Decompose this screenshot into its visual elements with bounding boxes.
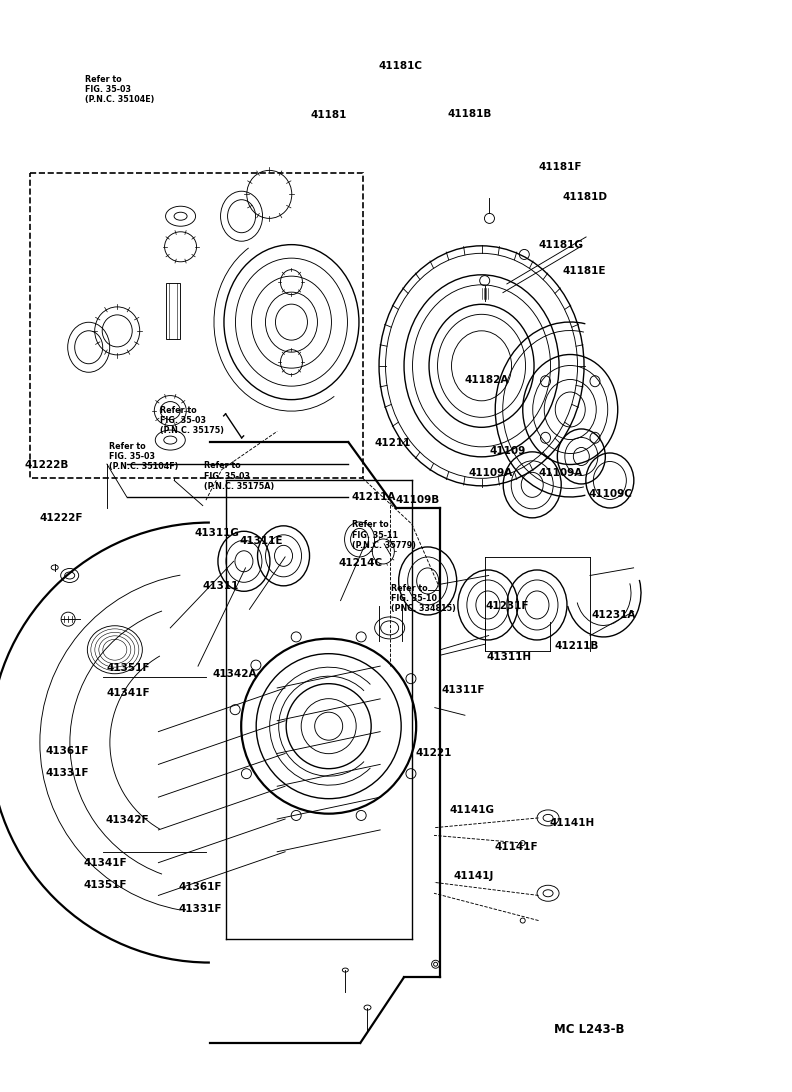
Text: 41214C: 41214C bbox=[338, 558, 383, 569]
Text: 41141F: 41141F bbox=[494, 842, 538, 853]
Text: Refer to
FIG. 35-10
(PNC. 334815): Refer to FIG. 35-10 (PNC. 334815) bbox=[391, 583, 456, 614]
Text: 41109C: 41109C bbox=[588, 488, 632, 499]
Text: 41341F: 41341F bbox=[106, 688, 150, 699]
Text: 41141J: 41141J bbox=[454, 870, 494, 881]
Text: 41181D: 41181D bbox=[562, 191, 607, 202]
Text: 41181B: 41181B bbox=[447, 108, 492, 119]
Text: 41181F: 41181F bbox=[539, 162, 582, 173]
Text: 41231F: 41231F bbox=[485, 601, 529, 612]
Text: 41181E: 41181E bbox=[562, 265, 606, 276]
Text: 41341F: 41341F bbox=[84, 857, 128, 868]
Text: Refer to
FIG. 35-03
(P.N.C. 35104E): Refer to FIG. 35-03 (P.N.C. 35104E) bbox=[85, 74, 154, 105]
Text: 41231A: 41231A bbox=[592, 609, 636, 620]
Text: 41109A: 41109A bbox=[539, 467, 583, 478]
Bar bbox=[30, 173, 363, 478]
Text: 41311F: 41311F bbox=[442, 685, 485, 696]
Text: Refer to
FIG. 35-11
(P.N.C. 35779): Refer to FIG. 35-11 (P.N.C. 35779) bbox=[352, 520, 417, 550]
Text: MC L243-B: MC L243-B bbox=[554, 1023, 625, 1036]
Text: 41109: 41109 bbox=[489, 446, 526, 456]
Text: 41342F: 41342F bbox=[105, 815, 149, 826]
Text: 41109A: 41109A bbox=[468, 467, 512, 478]
Text: Refer to
FIG. 35-03
(P.N.C. 35104F): Refer to FIG. 35-03 (P.N.C. 35104F) bbox=[109, 441, 179, 472]
Text: 41221: 41221 bbox=[415, 748, 451, 759]
Text: 41181C: 41181C bbox=[379, 60, 423, 71]
Text: 41222B: 41222B bbox=[25, 460, 69, 471]
Text: 41222F: 41222F bbox=[40, 512, 83, 523]
Text: 41342A: 41342A bbox=[212, 668, 257, 679]
Text: 41331F: 41331F bbox=[179, 903, 223, 914]
Text: 41141H: 41141H bbox=[550, 818, 595, 829]
Text: 41331F: 41331F bbox=[46, 768, 89, 779]
Text: 41181: 41181 bbox=[310, 109, 347, 120]
Text: 41311E: 41311E bbox=[239, 535, 283, 546]
Text: 41351F: 41351F bbox=[106, 663, 150, 674]
Text: 41351F: 41351F bbox=[84, 879, 128, 890]
Text: 41109B: 41109B bbox=[395, 495, 440, 506]
Text: 41182A: 41182A bbox=[465, 375, 509, 385]
Text: 41141G: 41141G bbox=[449, 805, 494, 816]
Text: 41181G: 41181G bbox=[539, 239, 584, 250]
Text: 41361F: 41361F bbox=[179, 881, 223, 892]
Text: 41211B: 41211B bbox=[554, 641, 599, 652]
Text: 41311: 41311 bbox=[203, 581, 239, 592]
Bar bbox=[166, 283, 180, 340]
Text: 41311H: 41311H bbox=[486, 652, 531, 663]
Text: 41211: 41211 bbox=[375, 438, 411, 449]
Text: 41361F: 41361F bbox=[46, 746, 89, 757]
Text: 41211A: 41211A bbox=[352, 491, 396, 502]
Text: 41311G: 41311G bbox=[195, 527, 240, 538]
Text: Refer to
FIG. 35-03
(P.N.C. 35175): Refer to FIG. 35-03 (P.N.C. 35175) bbox=[160, 405, 224, 436]
Text: Refer to
FIG. 35-03
(P.N.C. 35175A): Refer to FIG. 35-03 (P.N.C. 35175A) bbox=[204, 461, 275, 491]
